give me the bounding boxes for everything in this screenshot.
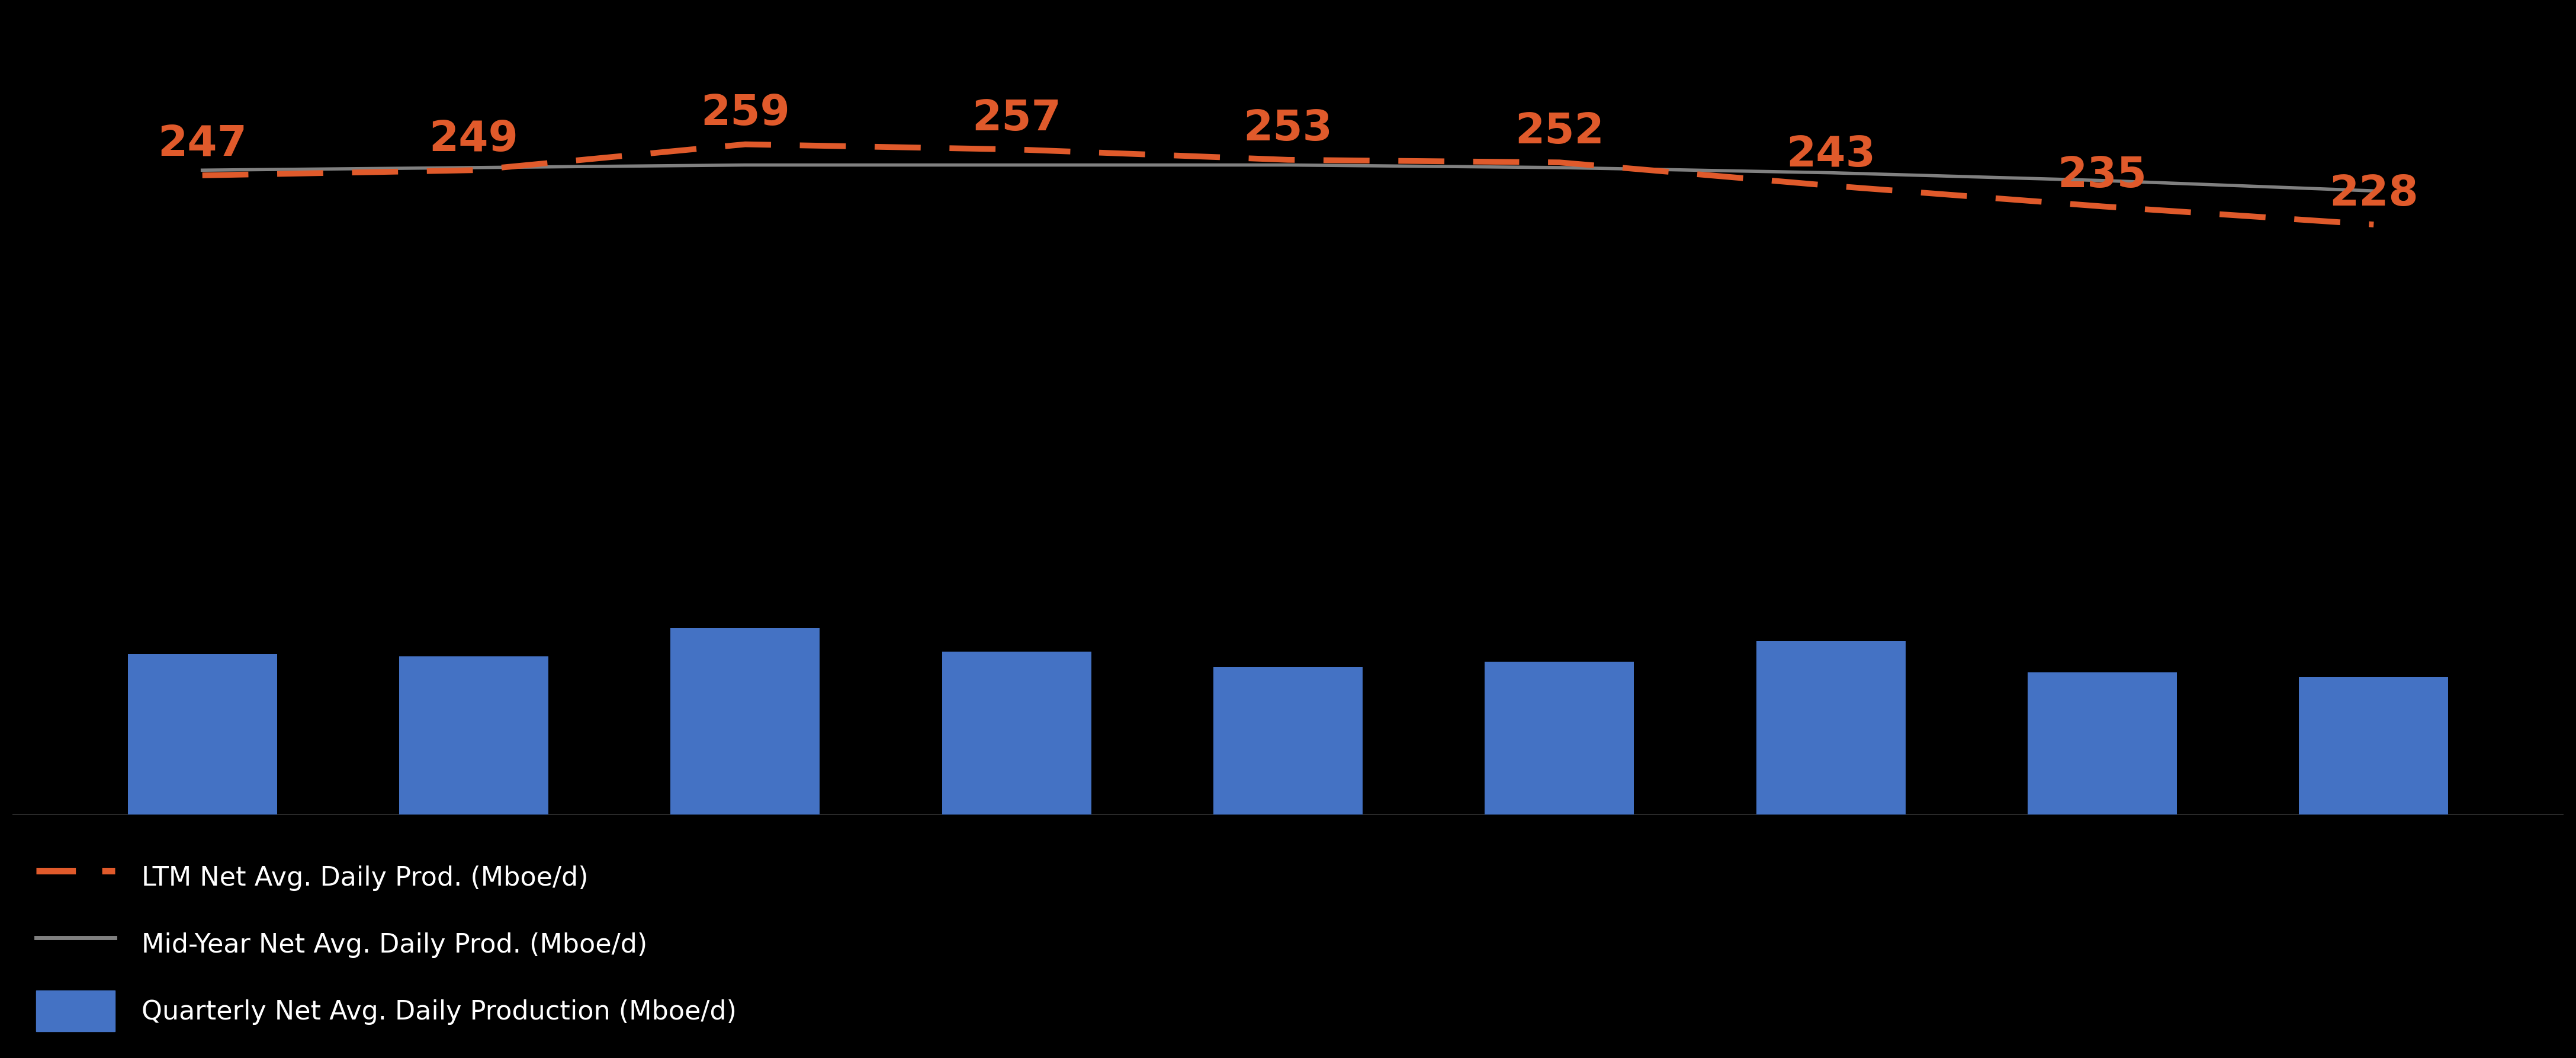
Text: 257: 257 <box>971 98 1061 139</box>
Bar <box>1757 641 1906 815</box>
Bar <box>2298 677 2447 815</box>
Bar <box>1213 667 1363 815</box>
Text: 253: 253 <box>1244 109 1332 149</box>
Text: 259: 259 <box>701 93 791 134</box>
Text: 247: 247 <box>157 124 247 165</box>
Bar <box>399 657 549 815</box>
Text: 228: 228 <box>2329 174 2419 214</box>
Text: 252: 252 <box>1515 111 1605 152</box>
Bar <box>943 652 1092 815</box>
Text: 235: 235 <box>2058 156 2146 196</box>
Bar <box>670 628 819 815</box>
Bar <box>129 654 278 815</box>
Text: 243: 243 <box>1785 134 1875 176</box>
Text: 249: 249 <box>430 118 518 160</box>
Legend: LTM Net Avg. Daily Prod. (Mboe/d), Mid-Year Net Avg. Daily Prod. (Mboe/d), Quart: LTM Net Avg. Daily Prod. (Mboe/d), Mid-Y… <box>26 846 747 1042</box>
Bar <box>2027 672 2177 815</box>
Bar <box>1484 661 1633 815</box>
